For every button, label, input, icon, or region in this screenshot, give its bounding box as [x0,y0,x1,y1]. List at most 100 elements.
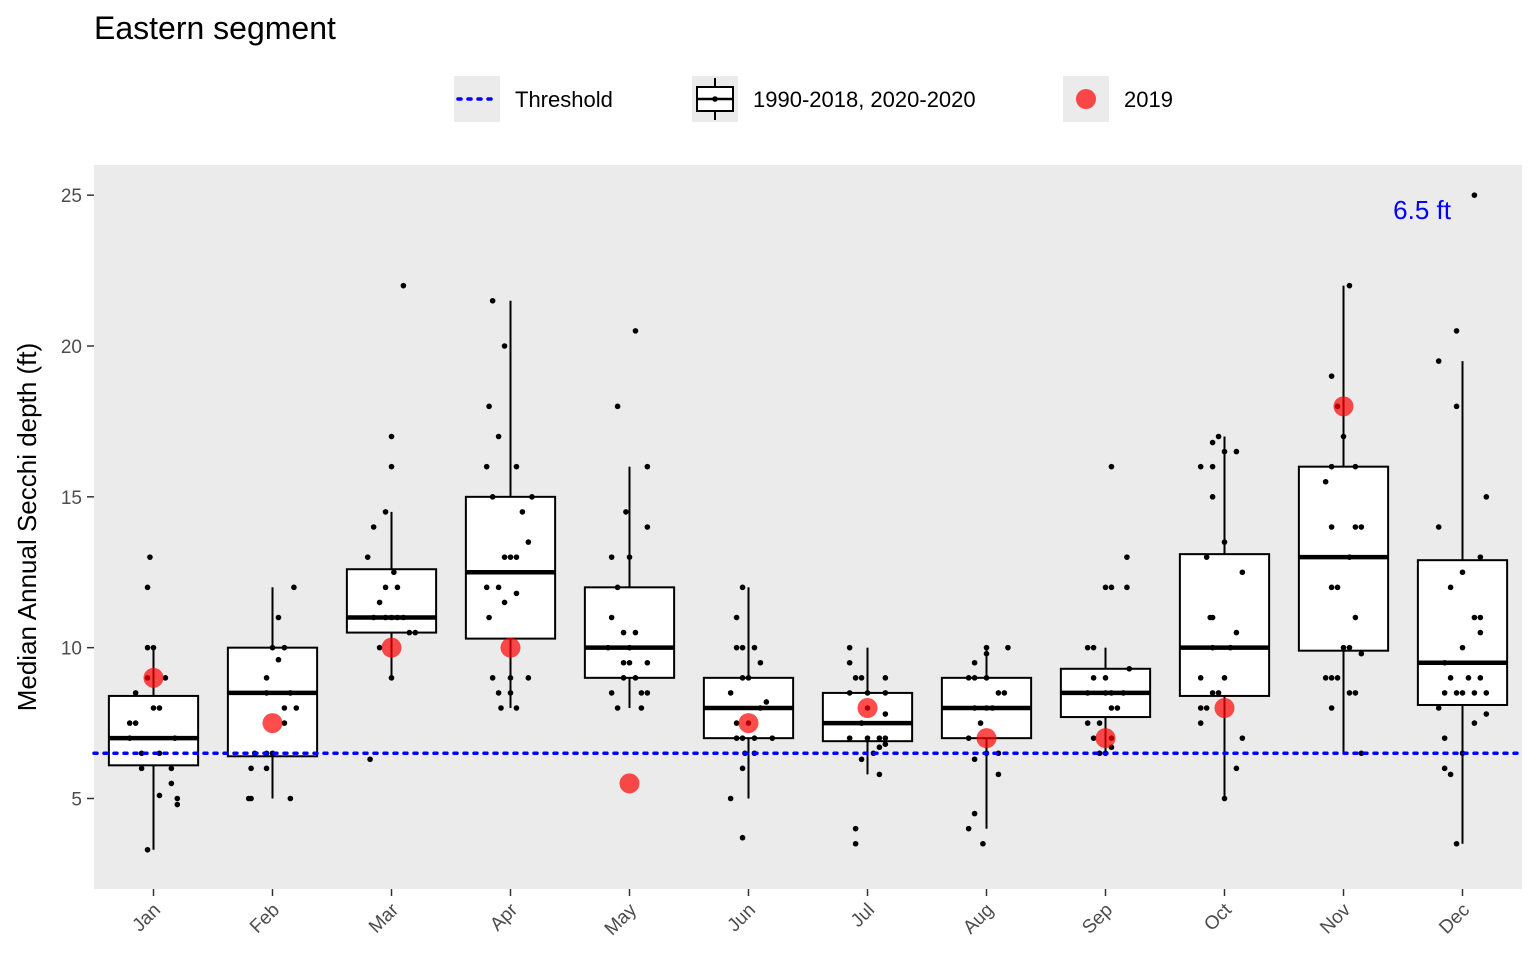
point-aug-16 [983,675,990,681]
point-jan-15 [162,675,169,681]
y-tick-label-10: 10 [61,639,82,660]
x-tick-label-mar: Mar [365,899,403,937]
point-may-5 [608,554,615,560]
point-oct-10 [1209,644,1216,651]
point-jun-21 [739,584,746,591]
point-feb-2 [248,795,254,802]
point-oct-1 [1233,765,1240,772]
point-jul-16 [882,690,889,696]
point-may-10 [632,629,639,636]
point-nov-23 [1346,282,1353,289]
point-jul-0 [852,840,859,847]
point-aug-2 [971,810,978,817]
highlight-2019-jul [857,698,878,718]
point-apr-4 [483,463,490,470]
point-mar-19 [400,282,407,289]
point-jan-4 [174,801,181,808]
point-sep-13 [1090,675,1097,681]
point-sep-22 [1108,463,1115,470]
point-oct-15 [1239,569,1246,576]
point-mar-14 [364,554,371,560]
x-tick-label-jul: Jul [847,900,879,932]
point-feb-17 [275,614,282,621]
point-jan-21 [126,735,133,741]
point-apr-1 [501,343,508,349]
point-jan-6 [168,780,175,787]
point-aug-7 [965,735,972,741]
point-dec-25 [1435,524,1442,530]
point-oct-9 [1197,675,1204,681]
highlight-2019-aug [976,728,997,749]
legend-label-box: 1990-2018, 2020-2020 [753,87,976,112]
point-jan-3 [174,795,181,802]
point-may-18 [608,690,615,696]
point-nov-13 [1346,554,1353,560]
point-jun-1 [727,795,734,802]
point-mar-7 [388,614,395,621]
plot-panel [94,165,1522,889]
box-rect [1416,559,1509,706]
point-may-12 [626,644,633,651]
box-rect [1178,553,1271,697]
point-nov-15 [1328,524,1335,530]
point-sep-18 [1102,584,1109,591]
point-feb-12 [287,690,294,696]
point-may-14 [626,659,633,666]
point-oct-19 [1197,463,1204,470]
point-dec-7 [1435,705,1442,711]
point-sep-0 [1096,750,1103,757]
point-oct-12 [1233,629,1240,636]
point-jul-12 [882,711,889,717]
point-oct-14 [1209,614,1216,621]
point-oct-24 [1233,448,1240,455]
point-jun-7 [751,735,758,741]
point-mar-11 [382,584,389,591]
point-sep-9 [1084,690,1091,696]
point-dec-11 [1471,690,1478,696]
point-apr-22 [507,690,514,696]
point-dec-19 [1471,614,1478,621]
point-jul-11 [858,720,865,726]
point-mar-17 [388,463,395,470]
point-dec-29 [1471,192,1478,198]
point-nov-1 [1328,705,1335,711]
point-mar-18 [388,433,395,440]
box-rect [345,568,438,634]
point-apr-18 [489,675,496,681]
point-jan-12 [156,705,163,711]
point-jul-20 [846,659,853,666]
point-feb-10 [281,705,288,711]
point-sep-11 [1108,690,1115,696]
point-oct-3 [1197,720,1204,726]
point-sep-21 [1124,554,1130,560]
point-feb-3 [287,795,294,802]
point-may-15 [644,659,651,666]
point-jul-5 [876,744,883,751]
point-aug-10 [989,705,996,711]
point-jul-9 [864,735,871,741]
point-mar-2 [376,644,383,651]
point-oct-18 [1209,494,1216,500]
point-nov-5 [1346,644,1353,651]
point-sep-19 [1108,584,1115,591]
highlight-2019-oct [1214,698,1235,718]
point-dec-14 [1465,675,1472,681]
point-mar-16 [382,509,389,515]
point-sep-20 [1124,584,1130,591]
point-sep-5 [1084,720,1091,726]
point-nov-6 [1358,650,1365,657]
point-jan-17 [150,644,157,651]
point-jul-6 [882,741,889,747]
point-sep-17 [1090,644,1097,651]
point-oct-2 [1239,735,1246,741]
point-apr-6 [489,494,496,500]
point-jul-19 [882,675,889,681]
point-apr-17 [486,614,492,621]
point-mar-4 [412,629,419,636]
point-jun-6 [739,735,746,741]
point-apr-23 [498,705,504,711]
legend-label-highlight: 2019 [1124,87,1173,112]
highlight-2019-feb [262,713,283,734]
point-nov-8 [1346,690,1353,696]
